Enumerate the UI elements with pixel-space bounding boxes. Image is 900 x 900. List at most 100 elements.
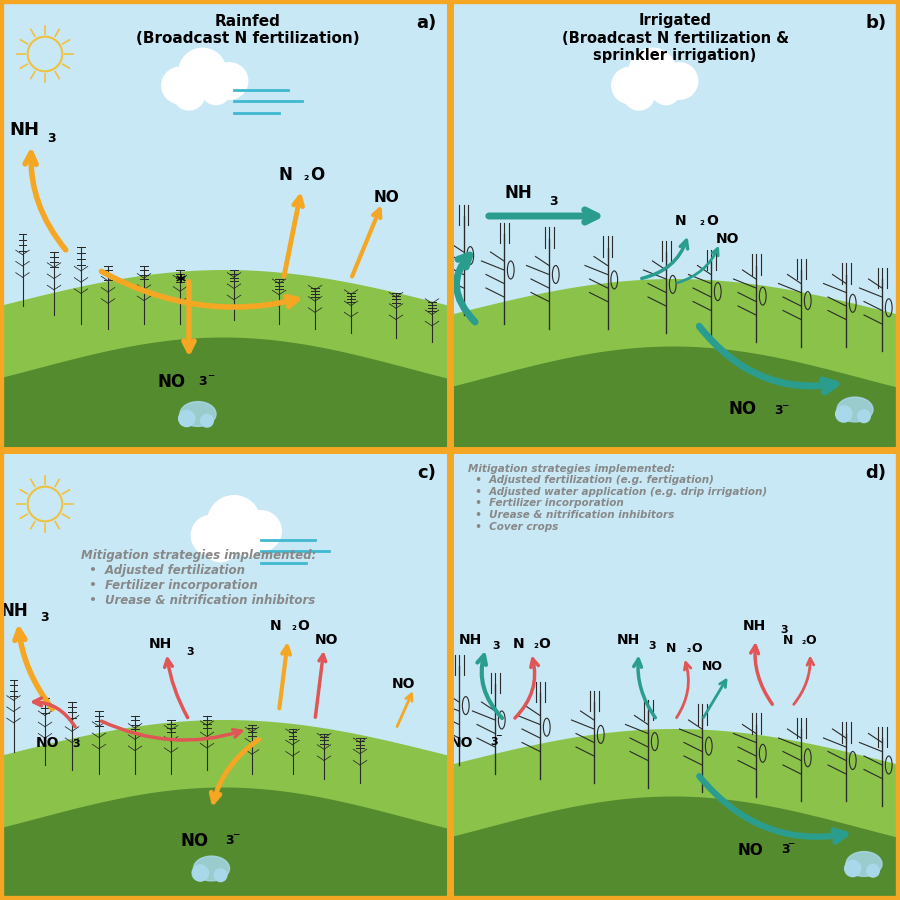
Polygon shape bbox=[450, 346, 900, 450]
Text: N: N bbox=[666, 643, 677, 655]
Circle shape bbox=[858, 410, 870, 423]
Text: ⁻: ⁻ bbox=[495, 733, 501, 745]
Text: ₂: ₂ bbox=[304, 170, 309, 183]
Circle shape bbox=[174, 79, 204, 110]
Text: N: N bbox=[783, 634, 794, 646]
Text: 3: 3 bbox=[40, 611, 50, 624]
Text: Mitigation strategies implemented:
  •  Adjusted fertilization (e.g. fertigation: Mitigation strategies implemented: • Adj… bbox=[468, 464, 767, 532]
Text: ⁻: ⁻ bbox=[787, 840, 794, 853]
Circle shape bbox=[835, 406, 851, 422]
Text: O: O bbox=[691, 643, 702, 655]
Text: N: N bbox=[270, 619, 282, 633]
Circle shape bbox=[201, 414, 213, 427]
Text: ₂: ₂ bbox=[700, 217, 705, 227]
Circle shape bbox=[629, 49, 676, 95]
Text: N: N bbox=[279, 166, 292, 184]
Text: 3: 3 bbox=[225, 833, 234, 847]
Text: O: O bbox=[297, 619, 309, 633]
Text: 3: 3 bbox=[781, 626, 788, 635]
Text: c): c) bbox=[418, 464, 436, 482]
Text: NH: NH bbox=[459, 633, 482, 646]
Polygon shape bbox=[0, 450, 450, 900]
Text: 3: 3 bbox=[648, 641, 655, 651]
Ellipse shape bbox=[180, 401, 216, 427]
Text: ₂: ₂ bbox=[292, 622, 296, 632]
Text: ⁻: ⁻ bbox=[207, 372, 214, 385]
Circle shape bbox=[212, 63, 248, 99]
Text: d): d) bbox=[866, 464, 886, 482]
Polygon shape bbox=[450, 0, 900, 450]
Text: 3: 3 bbox=[491, 737, 498, 747]
Text: NO: NO bbox=[738, 843, 764, 858]
Polygon shape bbox=[0, 788, 450, 900]
Polygon shape bbox=[0, 720, 450, 900]
Text: ⁻: ⁻ bbox=[232, 831, 239, 844]
Text: 3: 3 bbox=[47, 131, 56, 145]
Polygon shape bbox=[0, 270, 450, 450]
Text: N: N bbox=[513, 637, 525, 651]
Circle shape bbox=[662, 63, 698, 99]
Text: Irrigated
(Broadcast N fertilization &
sprinkler irrigation): Irrigated (Broadcast N fertilization & s… bbox=[562, 14, 788, 63]
Ellipse shape bbox=[194, 856, 230, 881]
Circle shape bbox=[178, 410, 194, 427]
Circle shape bbox=[612, 68, 648, 104]
Text: NO: NO bbox=[180, 832, 208, 850]
Text: NH: NH bbox=[742, 619, 766, 633]
Text: *: * bbox=[176, 273, 185, 292]
Polygon shape bbox=[450, 450, 900, 900]
Circle shape bbox=[844, 860, 860, 877]
Ellipse shape bbox=[846, 851, 882, 877]
Polygon shape bbox=[0, 0, 450, 450]
Text: ₂: ₂ bbox=[801, 635, 806, 645]
Text: 3: 3 bbox=[72, 739, 79, 749]
Circle shape bbox=[624, 79, 654, 110]
Text: 3: 3 bbox=[187, 647, 194, 657]
Text: NO: NO bbox=[315, 633, 338, 646]
Text: 3: 3 bbox=[549, 194, 558, 208]
Text: NO: NO bbox=[716, 232, 739, 246]
Text: O: O bbox=[706, 214, 718, 228]
Polygon shape bbox=[450, 796, 900, 900]
Text: 3: 3 bbox=[774, 404, 783, 417]
Polygon shape bbox=[0, 338, 450, 450]
Text: N: N bbox=[675, 214, 687, 228]
Circle shape bbox=[203, 527, 238, 562]
Text: NO: NO bbox=[702, 661, 723, 673]
Circle shape bbox=[208, 496, 260, 548]
Text: NO: NO bbox=[729, 400, 757, 418]
Circle shape bbox=[191, 515, 232, 555]
Text: 3: 3 bbox=[781, 842, 789, 856]
Text: ₂: ₂ bbox=[686, 644, 690, 654]
Polygon shape bbox=[450, 279, 900, 450]
Text: 3: 3 bbox=[493, 641, 500, 651]
Text: a): a) bbox=[416, 14, 436, 32]
Circle shape bbox=[192, 865, 208, 881]
Text: O: O bbox=[538, 637, 551, 651]
Circle shape bbox=[162, 68, 198, 104]
Circle shape bbox=[179, 49, 226, 95]
Text: O: O bbox=[310, 166, 325, 184]
Polygon shape bbox=[450, 729, 900, 900]
Text: b): b) bbox=[866, 14, 886, 32]
Circle shape bbox=[202, 76, 230, 104]
Text: O: O bbox=[806, 634, 816, 646]
Text: ₂: ₂ bbox=[533, 640, 538, 650]
Text: NH: NH bbox=[148, 637, 172, 651]
Ellipse shape bbox=[837, 397, 873, 422]
Text: NO: NO bbox=[392, 678, 415, 691]
Text: NO: NO bbox=[374, 191, 400, 205]
Circle shape bbox=[231, 524, 264, 556]
Circle shape bbox=[867, 864, 879, 877]
Text: NO: NO bbox=[36, 736, 59, 750]
Text: NH: NH bbox=[0, 602, 28, 620]
Text: Mitigation strategies implemented:
  •  Adjusted fertilization
  •  Fertilizer i: Mitigation strategies implemented: • Adj… bbox=[81, 549, 316, 607]
Circle shape bbox=[652, 76, 680, 104]
Text: NH: NH bbox=[9, 121, 39, 139]
Circle shape bbox=[241, 511, 282, 551]
Text: Rainfed
(Broadcast N fertilization): Rainfed (Broadcast N fertilization) bbox=[136, 14, 359, 46]
Circle shape bbox=[214, 869, 227, 882]
Text: NH: NH bbox=[616, 633, 640, 646]
Text: ⁻: ⁻ bbox=[781, 400, 788, 415]
Text: 3: 3 bbox=[198, 374, 207, 388]
Text: NO: NO bbox=[450, 736, 473, 750]
